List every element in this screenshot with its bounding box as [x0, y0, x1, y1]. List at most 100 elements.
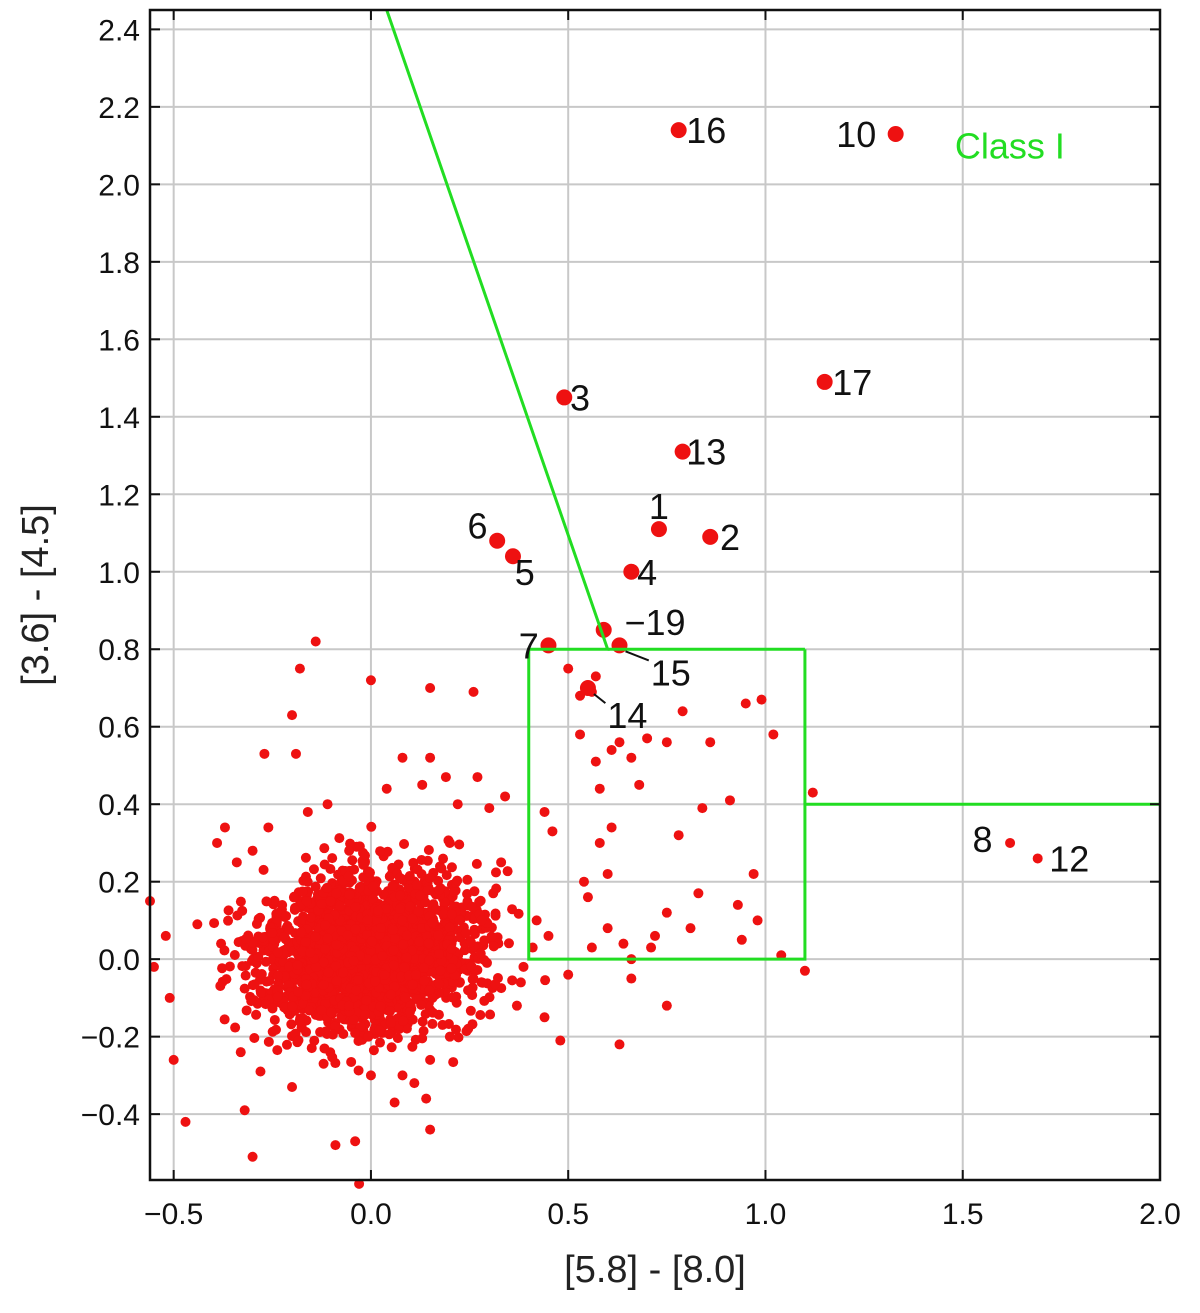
source-label: 1	[649, 486, 669, 527]
field-star-point	[354, 1178, 365, 1189]
field-star-point	[427, 1018, 438, 1029]
source-label: 16	[686, 110, 726, 151]
field-star-point	[507, 975, 518, 986]
field-star-point	[260, 999, 271, 1010]
field-star-point	[419, 975, 430, 986]
field-star-point	[325, 896, 336, 907]
source-label: 2	[720, 517, 740, 558]
label-leader-line	[625, 650, 650, 662]
source-label: 12	[1049, 838, 1089, 879]
field-star-point	[385, 1017, 396, 1028]
field-star-point	[434, 978, 445, 989]
field-star-point	[421, 1093, 432, 1104]
field-star-point	[590, 671, 601, 682]
field-star-point	[646, 942, 657, 953]
field-star-point	[264, 975, 275, 986]
field-star-point	[296, 927, 307, 938]
plot-frame	[148, 8, 1162, 1182]
labeled-source-point	[674, 443, 691, 460]
field-star-point	[237, 905, 248, 916]
field-star-point	[427, 1007, 438, 1018]
field-star-point	[348, 955, 359, 966]
labeled-source-point	[1032, 853, 1043, 864]
field-star-point	[310, 961, 321, 972]
field-star-point	[465, 1005, 476, 1016]
data-points	[145, 122, 1043, 1189]
field-star-point	[407, 913, 418, 924]
field-star-point	[412, 864, 423, 875]
field-star-point	[515, 977, 526, 988]
field-star-point	[409, 1078, 420, 1089]
field-star-point	[279, 1002, 290, 1013]
gridlines	[150, 10, 1160, 1180]
field-star-point	[350, 1136, 361, 1147]
field-star-point	[460, 928, 471, 939]
field-star-point	[392, 1033, 403, 1044]
field-star-point	[436, 863, 447, 874]
field-star-point	[223, 905, 234, 916]
field-star-point	[438, 908, 449, 919]
field-star-point	[425, 752, 436, 763]
field-star-point	[365, 945, 376, 956]
field-star-point	[320, 944, 331, 955]
field-star-point	[444, 837, 455, 848]
field-star-point	[614, 737, 625, 748]
field-star-point	[413, 906, 424, 917]
field-star-point	[446, 909, 457, 920]
field-star-point	[375, 846, 386, 857]
field-star-point	[388, 960, 399, 971]
field-star-point	[251, 918, 262, 929]
field-star-point	[223, 915, 234, 926]
field-star-point	[444, 922, 455, 933]
y-tick-label: 2.4	[98, 14, 140, 47]
field-star-point	[488, 941, 499, 952]
field-star-point	[477, 977, 488, 988]
field-star-point	[331, 888, 342, 899]
field-star-point	[443, 1019, 454, 1030]
field-star-point	[661, 1000, 672, 1011]
field-star-point	[416, 999, 427, 1010]
field-star-point	[452, 875, 463, 886]
field-star-point	[518, 961, 529, 972]
field-star-point	[365, 675, 376, 686]
field-star-point	[474, 896, 485, 907]
field-star-point	[452, 799, 463, 810]
field-star-point	[434, 948, 445, 959]
field-star-point	[249, 1032, 260, 1043]
field-star-point	[367, 893, 378, 904]
field-star-point	[354, 882, 365, 893]
field-star-point	[287, 1082, 298, 1093]
x-tick-label: 2.0	[1139, 1198, 1181, 1231]
source-label: 3	[570, 377, 590, 418]
field-star-point	[350, 901, 361, 912]
field-star-point	[269, 1014, 280, 1025]
field-star-point	[377, 951, 388, 962]
field-star-point	[485, 1009, 496, 1020]
field-star-point	[308, 864, 319, 875]
field-star-point	[310, 636, 321, 647]
field-star-point	[418, 962, 429, 973]
field-star-point	[389, 981, 400, 992]
labeled-source-point	[579, 679, 596, 696]
field-star-point	[407, 1041, 418, 1052]
field-star-point	[351, 985, 362, 996]
field-star-point	[661, 737, 672, 748]
field-star-point	[626, 973, 637, 984]
field-star-point	[423, 938, 434, 949]
field-star-point	[435, 965, 446, 976]
field-star-point	[454, 915, 465, 926]
field-star-point	[289, 904, 300, 915]
axis-ticks: −0.5 0.0 0.5 1.0 1.5 2.0 −0.4 −0.2 0.0 0.2 0.4 0.6 0…	[81, 10, 1181, 1231]
field-star-point	[386, 1042, 397, 1053]
field-star-point	[484, 803, 495, 814]
field-star-point	[407, 979, 418, 990]
field-star-point	[423, 845, 434, 856]
field-star-point	[331, 975, 342, 986]
field-star-point	[590, 756, 601, 767]
field-star-point	[346, 1056, 357, 1067]
field-star-point	[318, 957, 329, 968]
field-star-point	[539, 806, 550, 817]
field-star-point	[606, 822, 617, 833]
field-star-point	[259, 748, 270, 759]
